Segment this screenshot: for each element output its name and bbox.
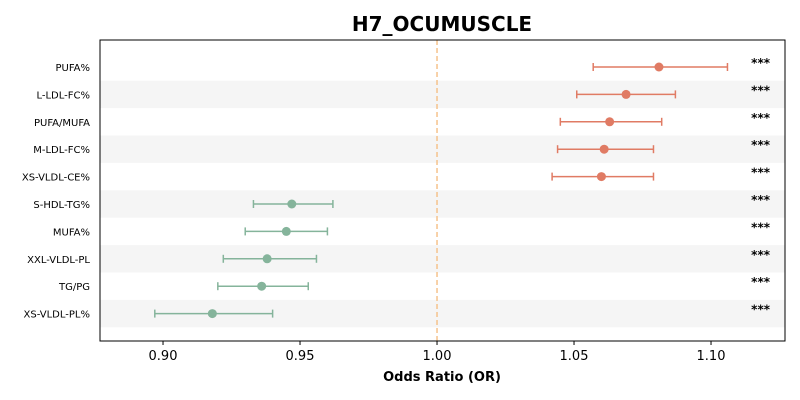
significance-label: *** <box>751 303 771 317</box>
row-band <box>100 135 785 163</box>
row-band <box>100 245 785 273</box>
or-point <box>605 117 615 127</box>
significance-label: *** <box>751 248 771 262</box>
x-tick-label: 1.10 <box>697 349 726 364</box>
row-label: XS-VLDL-CE% <box>22 173 90 184</box>
or-point <box>654 62 664 72</box>
row-labels: PUFA% L-LDL-FC% PUFA/MUFA M-LDL-FC% XS-VLDL-… <box>22 63 91 321</box>
x-tick-label: 1.05 <box>560 349 589 364</box>
significance-label: *** <box>751 166 771 180</box>
row-label: XS-VLDL-PL% <box>24 310 90 321</box>
or-point <box>257 281 267 291</box>
row-label: M-LDL-FC% <box>33 145 90 156</box>
significance-label: *** <box>751 220 771 234</box>
significance-label: *** <box>751 138 771 152</box>
x-tick-label: 1.00 <box>423 349 452 364</box>
x-tick-label: 0.90 <box>149 349 178 364</box>
row-label: PUFA/MUFA <box>34 118 90 129</box>
or-point <box>262 254 272 264</box>
significance-label: *** <box>751 111 771 125</box>
row-label: L-LDL-FC% <box>36 90 90 101</box>
x-axis-label: Odds Ratio (OR) <box>383 370 501 385</box>
or-point <box>599 144 609 154</box>
row-band <box>100 80 785 109</box>
row-label: S-HDL-TG% <box>33 200 90 211</box>
significance-label: *** <box>751 275 771 289</box>
row-band <box>100 190 785 218</box>
or-point <box>621 89 631 99</box>
row-label: TG/PG <box>58 282 90 293</box>
significance-labels: *** *** *** *** *** *** *** *** *** *** <box>751 56 771 317</box>
significance-label: *** <box>751 56 771 70</box>
row-label: PUFA% <box>55 63 90 74</box>
or-point <box>207 309 217 319</box>
x-tick-label: 0.95 <box>286 349 315 364</box>
x-axis: 0.90 0.95 1.00 1.05 1.10 <box>149 341 726 364</box>
row-label: MUFA% <box>53 227 90 238</box>
chart-title: H7_OCUMUSCLE <box>352 12 532 36</box>
or-point <box>596 172 606 182</box>
significance-label: *** <box>751 193 771 207</box>
data-marks <box>154 62 729 319</box>
significance-label: *** <box>751 83 771 97</box>
or-point <box>281 226 291 236</box>
or-point <box>287 199 297 209</box>
plot-frame <box>99 39 786 342</box>
row-bands <box>100 80 785 328</box>
row-label: XXL-VLDL-PL <box>27 255 90 266</box>
